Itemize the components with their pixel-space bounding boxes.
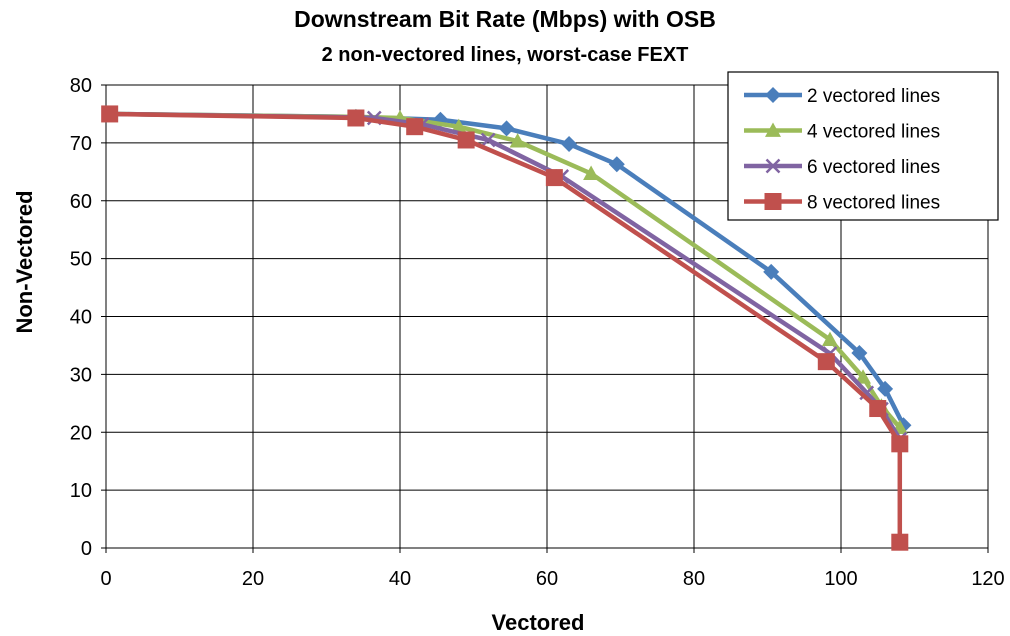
legend-item: 2 vectored lines <box>744 86 940 107</box>
data-point-square <box>347 109 365 127</box>
legend-item: 4 vectored lines <box>744 122 940 143</box>
y-tick-label: 20 <box>70 422 92 444</box>
data-point-diamond <box>498 120 515 137</box>
chart-title: Downstream Bit Rate (Mbps) with OSB <box>294 6 716 32</box>
data-point-diamond <box>763 263 780 280</box>
x-tick-label: 40 <box>389 568 411 590</box>
data-point-triangle <box>855 369 872 384</box>
y-axis-label: Non-Vectored <box>12 190 37 333</box>
y-tick-label: 60 <box>70 191 92 213</box>
x-tick-label: 100 <box>824 568 857 590</box>
y-tick-label: 70 <box>70 133 92 155</box>
legend-marker <box>765 158 781 174</box>
data-point-square <box>891 435 909 453</box>
y-tick-label: 30 <box>70 364 92 386</box>
chart-subtitle: 2 non-vectored lines, worst-case FEXT <box>322 44 689 66</box>
legend-marker <box>765 87 781 103</box>
legend-marker <box>765 122 781 137</box>
data-point-square <box>457 131 475 149</box>
x-tick-label: 80 <box>683 568 705 590</box>
x-tick-label: 120 <box>971 568 1004 590</box>
data-point-square <box>406 118 424 136</box>
y-tick-label: 10 <box>70 480 92 502</box>
data-point-diamond <box>851 344 868 361</box>
data-point-triangle <box>821 331 838 347</box>
data-point-triangle <box>583 165 600 180</box>
legend-label: 2 vectored lines <box>807 86 940 107</box>
legend: 2 vectored lines 4 vectored lines 6 vector… <box>727 71 999 221</box>
data-point-diamond <box>561 136 578 153</box>
data-point-square <box>891 533 909 551</box>
series-group <box>101 105 912 551</box>
x-axis-label: Vectored <box>492 610 585 635</box>
legend-item: 6 vectored lines <box>744 157 940 178</box>
data-point-triangle <box>509 133 526 148</box>
data-point-diamond <box>877 380 894 397</box>
tick-labels: 0 10 20 30 40 50 60 70 80 0 20 40 60 80 100 120 <box>70 75 1005 590</box>
data-point-triangle <box>450 118 467 134</box>
y-tick-label: 0 <box>81 538 92 560</box>
legend-marker <box>764 193 782 210</box>
data-point-diamond <box>608 156 625 173</box>
y-tick-label: 40 <box>70 307 92 329</box>
legend-label: 4 vectored lines <box>807 122 940 143</box>
data-point-square <box>817 353 835 371</box>
x-tick-label: 20 <box>242 568 264 590</box>
y-tick-label: 50 <box>70 249 92 271</box>
legend-label: 8 vectored lines <box>807 193 940 214</box>
series-4 <box>101 105 909 551</box>
data-point-square <box>869 400 887 418</box>
x-tick-label: 60 <box>536 568 558 590</box>
x-tick-label: 0 <box>100 568 111 590</box>
legend-label: 6 vectored lines <box>807 157 940 178</box>
data-point-square <box>545 169 563 187</box>
data-point-x <box>480 132 496 148</box>
legend-item: 8 vectored lines <box>744 193 940 214</box>
data-point-square <box>101 105 119 123</box>
y-tick-label: 80 <box>70 75 92 97</box>
